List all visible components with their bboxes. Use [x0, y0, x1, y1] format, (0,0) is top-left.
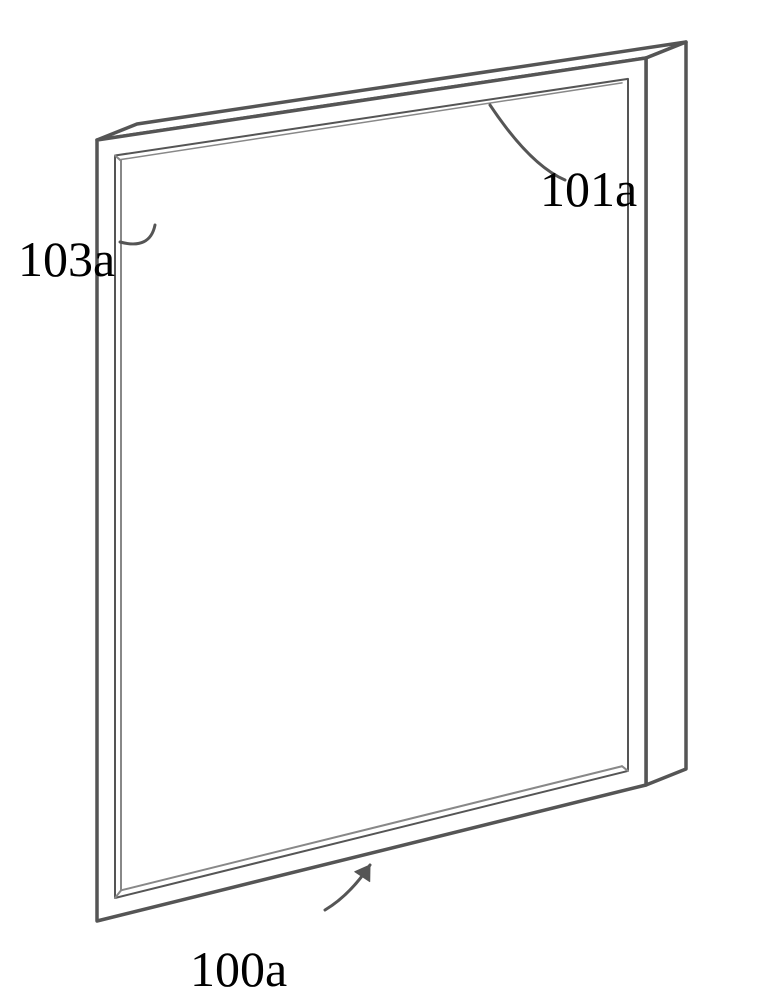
label-101a: 101a: [540, 160, 637, 218]
label-100a: 100a: [190, 940, 287, 998]
label-103a: 103a: [18, 230, 115, 288]
